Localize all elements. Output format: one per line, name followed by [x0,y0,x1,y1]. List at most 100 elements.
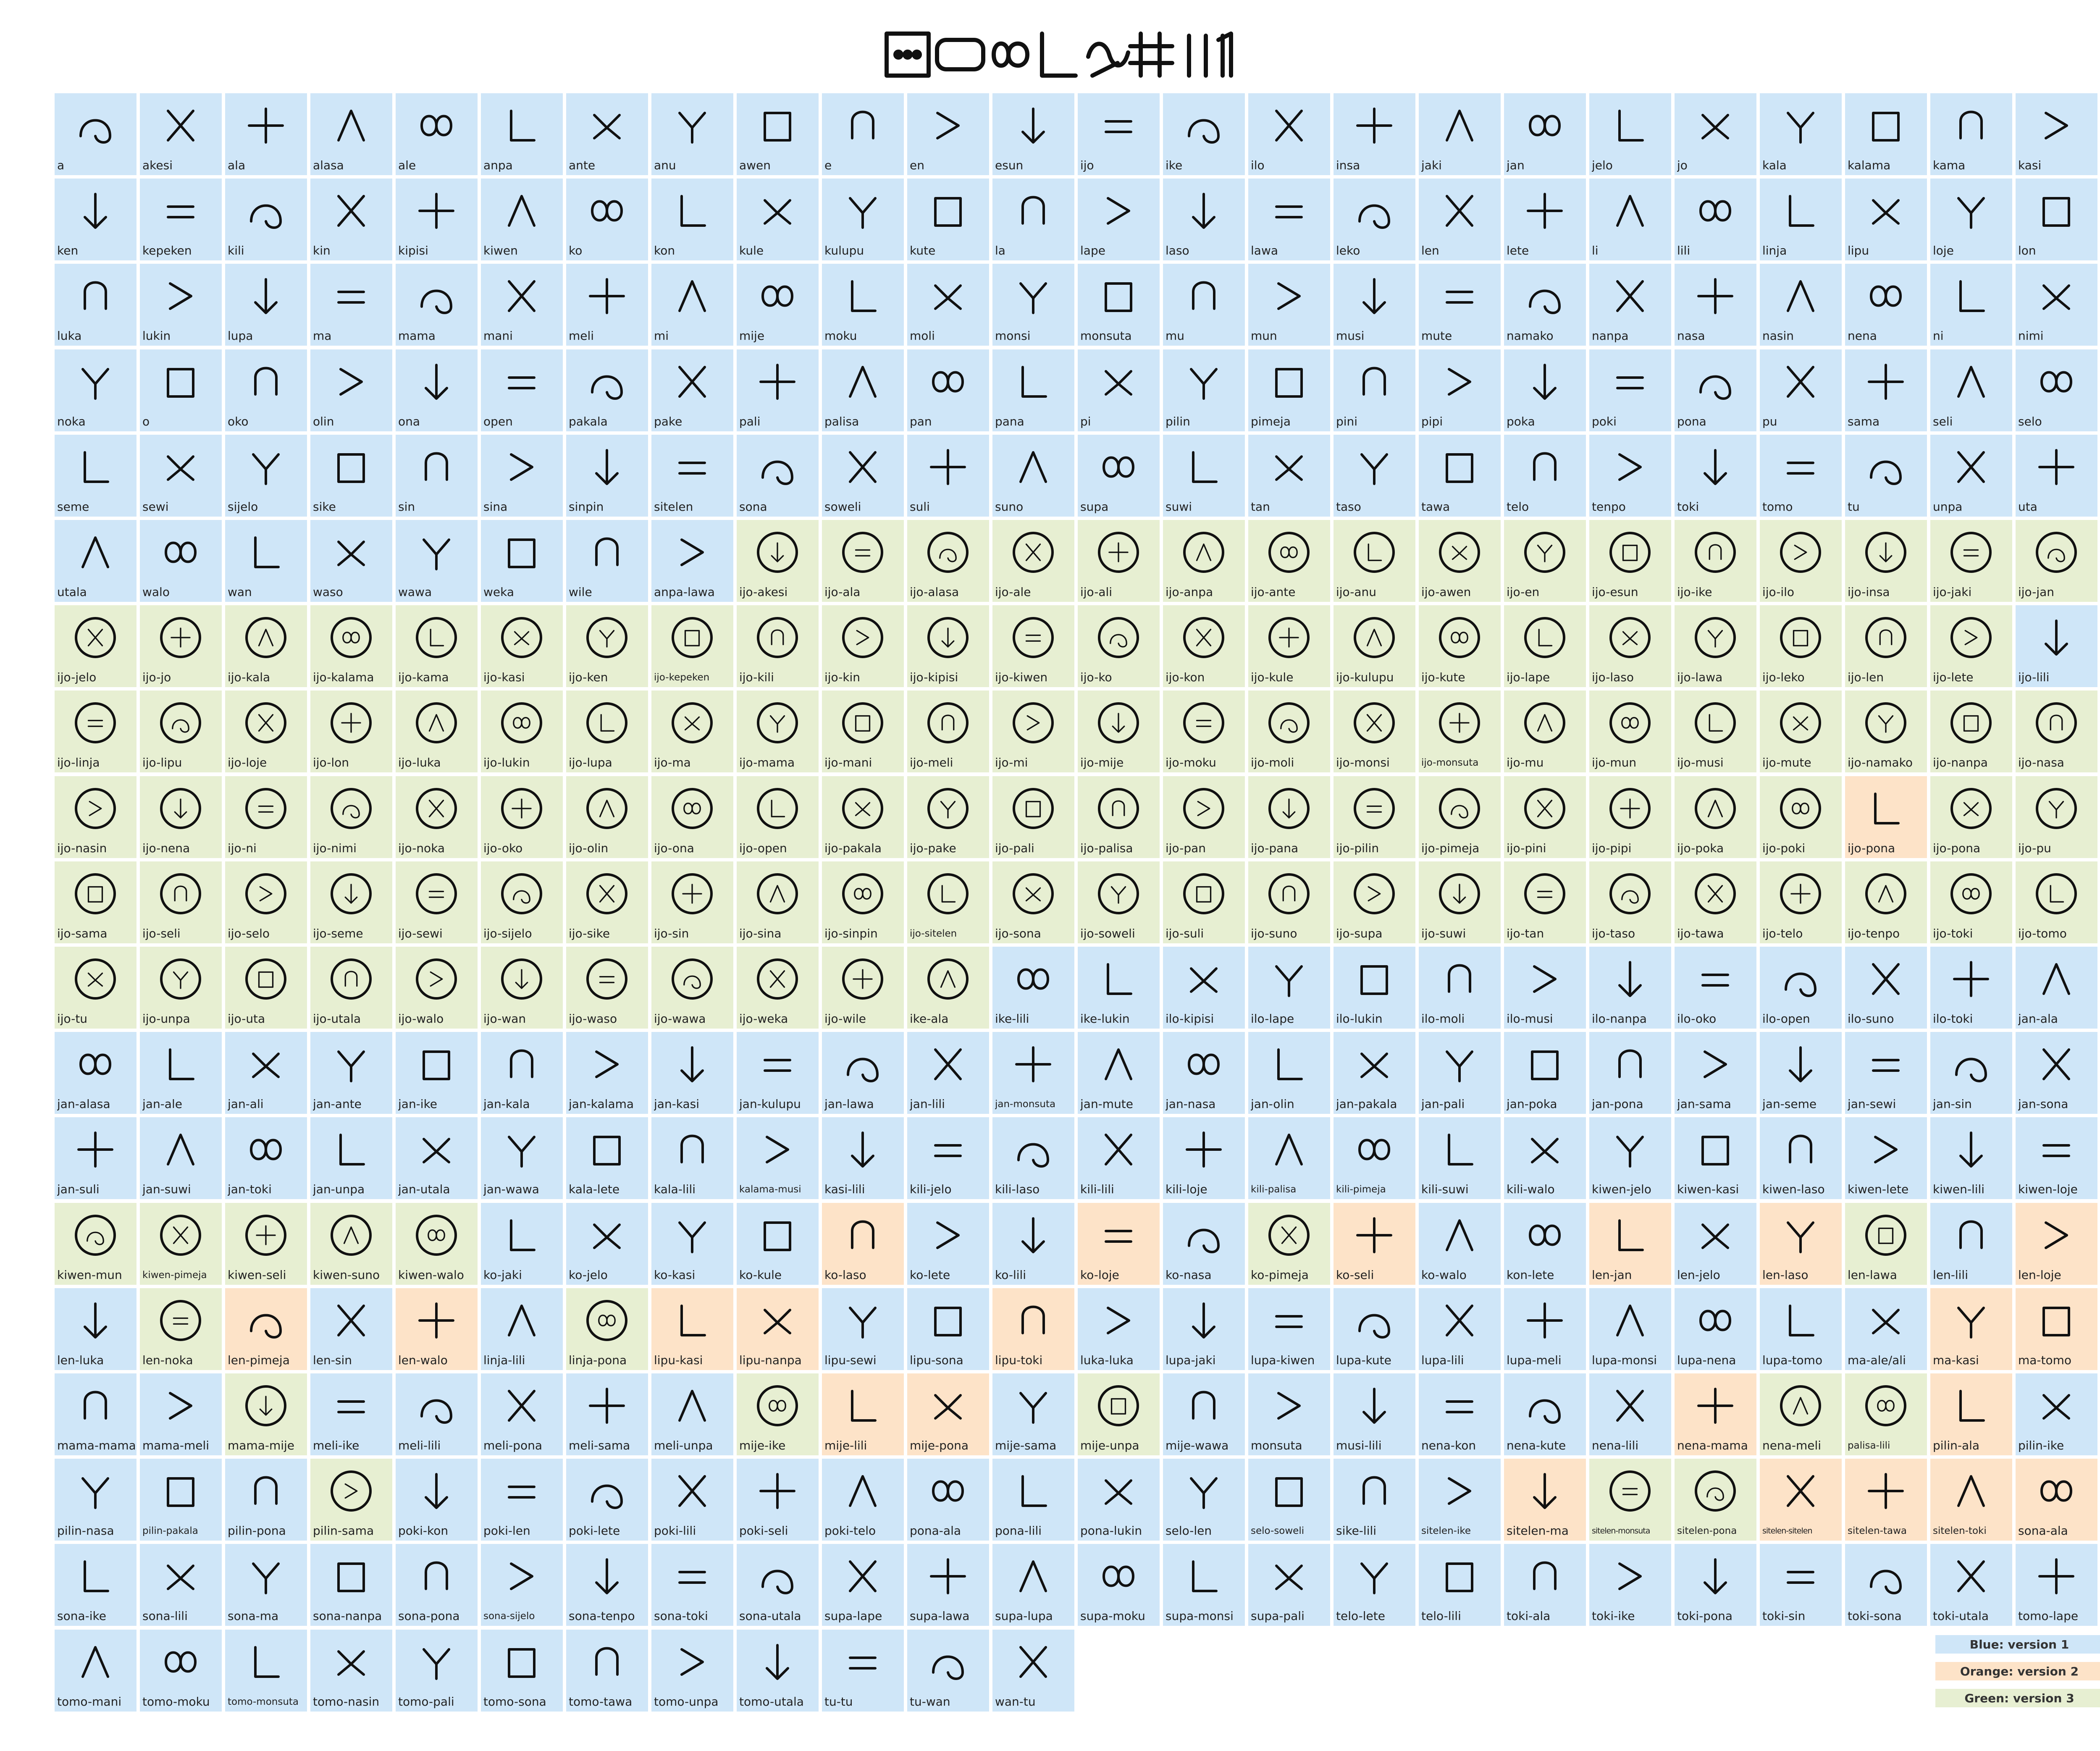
seli-icon [1957,366,1985,398]
glyph-label: nena-meli [1762,1439,1822,1452]
glyph-label: lupa-jaki [1166,1354,1216,1367]
glyph-label: jan-wawa [483,1183,539,1196]
glyph-cell: tawa [1419,435,1501,517]
luka-luka-icon [1107,1307,1130,1334]
glyph-label: ijo-ike [1677,586,1712,599]
jan-ali-icon [252,1053,280,1078]
mama-meli-icon [169,1392,192,1420]
glyph-cell: len-lawa [1845,1203,1927,1285]
glyph-label: meli-lili [398,1439,441,1452]
ijo-laso-icon [1609,617,1651,658]
jan-alasa-icon [79,1053,111,1075]
sewi-icon [167,455,194,481]
glyph-cell: ijo-nanpa [1930,690,2012,772]
glyph-cell: ijo-akesi [737,520,819,602]
glyph-label: jan-monsuta [995,1099,1056,1110]
glyph-label: kalama-musi [739,1184,801,1195]
glyph-label: pan [910,415,932,428]
glyph-cell: ijo-poki [1760,776,1842,858]
glyph-cell: jan-lawa [822,1032,904,1114]
ken-icon [84,193,107,229]
glyph-label: uta [2018,501,2037,513]
toki-ala-icon [1533,1561,1557,1590]
glyph-label: sona-toki [654,1610,708,1622]
ijo-ali-icon [1098,532,1139,573]
glyph-label: ijo-kulupu [1336,671,1394,684]
glyph-label: telo-lete [1336,1610,1385,1622]
glyph-cell: ijo-ni [225,776,307,858]
glyph-cell: suwi [1163,435,1245,517]
glyph-label: jan-lili [910,1098,945,1110]
glyph-cell: meli-lili [396,1373,478,1455]
glyph-label: sina [483,501,508,513]
ijo-walo-icon [416,958,457,1000]
glyph-label: ilo-musi [1507,1013,1553,1025]
glyph-cell: sina [481,435,563,517]
glyph-cell: ijo-ma [651,690,733,772]
ijo-jan-icon [2036,532,2077,573]
meli-pona-icon [508,1390,536,1422]
glyph-cell: ko-jelo [566,1203,648,1285]
glyph-cell: ijo-monsuta [1419,690,1501,772]
glyph-label: ijo-sinpin [824,927,878,940]
glyph-cell: pan [907,349,989,431]
mu-icon [1192,281,1215,310]
glyph-cell: ante [566,93,648,175]
glyph-label: ijo-pini [1507,842,1546,855]
poki-telo-icon [849,1475,877,1507]
ilo-icon [1275,110,1303,142]
glyph-label: ijo-toki [1933,927,1973,940]
glyph-cell: musi [1334,264,1415,346]
jan-sin-icon [1955,1058,1987,1082]
glyph-label: ijo-weka [739,1013,788,1025]
legend-version-3: Green: version 3 [1935,1689,2100,1707]
glyph-label: jan-suli [57,1183,100,1196]
glyph-label: namako [1507,330,1554,342]
glyph-label: ijo-seme [313,927,363,940]
glyph-cell: ilo-oko [1675,947,1756,1029]
mute-icon [1446,291,1473,304]
ko-loje-icon [1105,1230,1132,1243]
glyph-cell: nena-meli [1760,1373,1842,1455]
glyph-cell: ilo-moli [1419,947,1501,1029]
jan-suwi-icon [167,1134,194,1166]
glyph-label: ma [313,330,332,342]
glyph-label: linja-pona [569,1354,627,1367]
glyph-cell: sijelo [225,435,307,517]
glyph-cell: ijo-pana [1248,776,1330,858]
ijo-jelo-icon [75,617,116,658]
lupa-monsi-icon [1616,1305,1644,1336]
glyph-label: jaki [1421,159,1442,172]
sitelen-icon [678,462,706,475]
glyph-cell: ilo-nanpa [1589,947,1671,1029]
glyph-cell: ijo-telo [1760,861,1842,943]
glyph-cell: meli-ike [310,1373,392,1455]
glyph-cell: nena-kute [1504,1373,1586,1455]
ilo-suno-icon [1872,963,1900,995]
telo-lili-icon [1446,1562,1473,1592]
ijo-pali-icon [1013,788,1054,829]
glyph-cell: ijo-monsi [1334,690,1415,772]
glyph-label: la [995,244,1005,257]
lupa-meli-icon [1527,1302,1563,1339]
glyph-cell: ijo-jaki [1930,520,2012,602]
glyph-cell: ko-lili [992,1203,1074,1285]
poka-icon [1533,364,1557,400]
glyph-cell: ijo-unpa [140,947,222,1029]
glyph-label: ijo-musi [1677,756,1724,769]
suli-icon [930,449,966,485]
glyph-cell: sona-tenpo [566,1544,648,1626]
glyph-label: pona-lili [995,1525,1042,1537]
glyph-cell: selo-soweli [1248,1459,1330,1541]
tan-icon [1275,455,1303,481]
glyph-label: suwi [1166,501,1192,513]
pona-icon [1699,375,1731,400]
glyph-cell: ni [1930,264,2012,346]
glyph-cell: lete [1504,179,1586,260]
glyph-label: jan-toki [228,1183,272,1196]
glyph-label: selo-len [1166,1525,1212,1537]
glyph-cell: jan-ike [396,1032,478,1114]
glyph-cell: ijo-musi [1675,690,1756,772]
glyph-label: nanpa [1592,330,1629,342]
ijo-mute-icon [1780,702,1821,743]
